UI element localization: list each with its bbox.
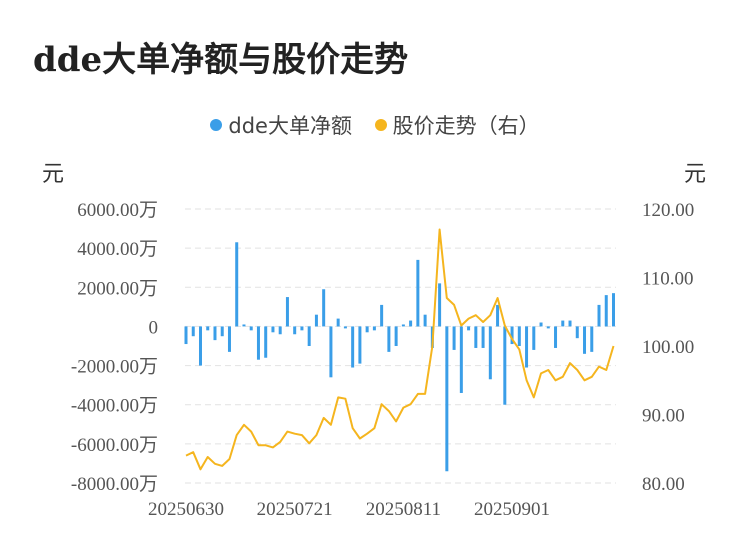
y-right-ticks: 120.00 110.00 100.00 90.00 80.00 [642, 200, 694, 495]
y-right-tick-label: 100.00 [642, 337, 694, 358]
y-left-tick-label: 2000.00万 [77, 278, 158, 299]
legend-item-price[interactable]: 股价走势（右） [374, 110, 540, 140]
dde-bar [307, 326, 311, 346]
x-tick-label: 20250901 [474, 499, 550, 520]
y-left-tick-label: -4000.00万 [71, 396, 158, 417]
dde-bar [575, 326, 579, 339]
y-left-ticks: 6000.00万 4000.00万 2000.00万 0 -2000.00万 -4000.… [71, 200, 158, 495]
dde-bar [546, 326, 550, 329]
dde-bar [568, 320, 572, 327]
bar-series [184, 242, 615, 472]
y-left-tick-label: -8000.00万 [71, 474, 158, 495]
dde-bar [314, 314, 318, 327]
y-right-tick-label: 110.00 [642, 269, 694, 290]
dde-bar [343, 326, 347, 329]
dde-bar [583, 326, 587, 354]
dde-bar [293, 326, 297, 335]
dde-bar [285, 297, 289, 327]
legend: dde大单净额 股价走势（右） [0, 110, 750, 140]
dde-bar [198, 326, 202, 366]
dde-bar [191, 326, 195, 337]
dde-bar [300, 326, 304, 331]
dde-bar [503, 326, 507, 405]
dde-bar [278, 326, 282, 335]
dde-bar [532, 326, 536, 350]
y-right-tick-label: 120.00 [642, 200, 694, 221]
y-left-unit: 元 [42, 162, 65, 187]
dde-bar [256, 326, 260, 360]
dde-bar [372, 326, 376, 331]
dde-bar [474, 326, 478, 348]
dde-bar [604, 295, 608, 327]
dde-bar [401, 324, 405, 327]
dde-bar [423, 314, 427, 327]
x-tick-label: 20250811 [366, 499, 441, 520]
dde-bar [467, 326, 471, 331]
y-right-unit: 元 [684, 162, 707, 187]
dde-bar [612, 293, 615, 327]
dde-bar [409, 320, 413, 327]
y-right-tick-label: 90.00 [642, 406, 685, 427]
dde-bar [590, 326, 594, 352]
dde-bar [249, 326, 253, 331]
legend-dot-dde [210, 119, 223, 131]
y-left-tick-label: -2000.00万 [71, 357, 158, 378]
line-series [185, 228, 615, 471]
dde-bar [184, 326, 188, 345]
dde-bar [539, 322, 543, 327]
dde-bar [481, 326, 485, 348]
legend-label-price: 股价走势（右） [392, 114, 540, 138]
x-tick-label: 20250630 [148, 499, 224, 520]
dde-bar [271, 326, 275, 333]
dde-bar [322, 289, 326, 327]
dde-bar [459, 326, 463, 393]
legend-label-dde: dde大单净额 [228, 114, 352, 138]
y-left-tick-label: 4000.00万 [77, 239, 158, 260]
dde-bar [220, 326, 224, 337]
y-left-tick-label: -6000.00万 [71, 435, 158, 456]
x-ticks: 20250630 20250721 20250811 20250901 [148, 499, 550, 520]
dde-bar [242, 324, 246, 327]
dde-bar [445, 326, 449, 472]
legend-dot-price [374, 119, 387, 131]
dde-bar [561, 320, 565, 327]
dde-bar [517, 326, 521, 346]
dde-bar [525, 326, 529, 368]
dde-bar [264, 326, 268, 358]
y-right-tick-label: 80.00 [642, 474, 685, 495]
dde-bar [235, 242, 239, 327]
dde-bar [438, 283, 442, 327]
dde-bar [387, 326, 391, 352]
dde-bar [416, 259, 420, 327]
x-tick-label: 20250721 [257, 499, 333, 520]
dde-bar [329, 326, 333, 378]
dde-bar [351, 326, 355, 368]
legend-item-dde[interactable]: dde大单净额 [210, 110, 352, 140]
dde-bar [206, 326, 210, 331]
dde-bar [358, 326, 362, 364]
dde-bar [380, 304, 384, 327]
dde-bar [336, 318, 340, 327]
price-line [185, 228, 615, 471]
y-left-tick-label: 0 [149, 317, 159, 338]
chart-title: dde大单净额与股价走势 [33, 40, 409, 80]
dde-bar [227, 326, 231, 352]
dde-bar [496, 304, 500, 327]
dde-bar [213, 326, 217, 341]
dde-bar [452, 326, 456, 350]
dde-bar [510, 326, 514, 345]
grid-lines [185, 208, 616, 484]
dde-bar [488, 326, 492, 380]
dde-bar [597, 304, 601, 327]
dde-bar [365, 326, 369, 333]
dde-bar [554, 326, 558, 348]
dde-bar [394, 326, 398, 346]
y-left-tick-label: 6000.00万 [77, 200, 158, 221]
